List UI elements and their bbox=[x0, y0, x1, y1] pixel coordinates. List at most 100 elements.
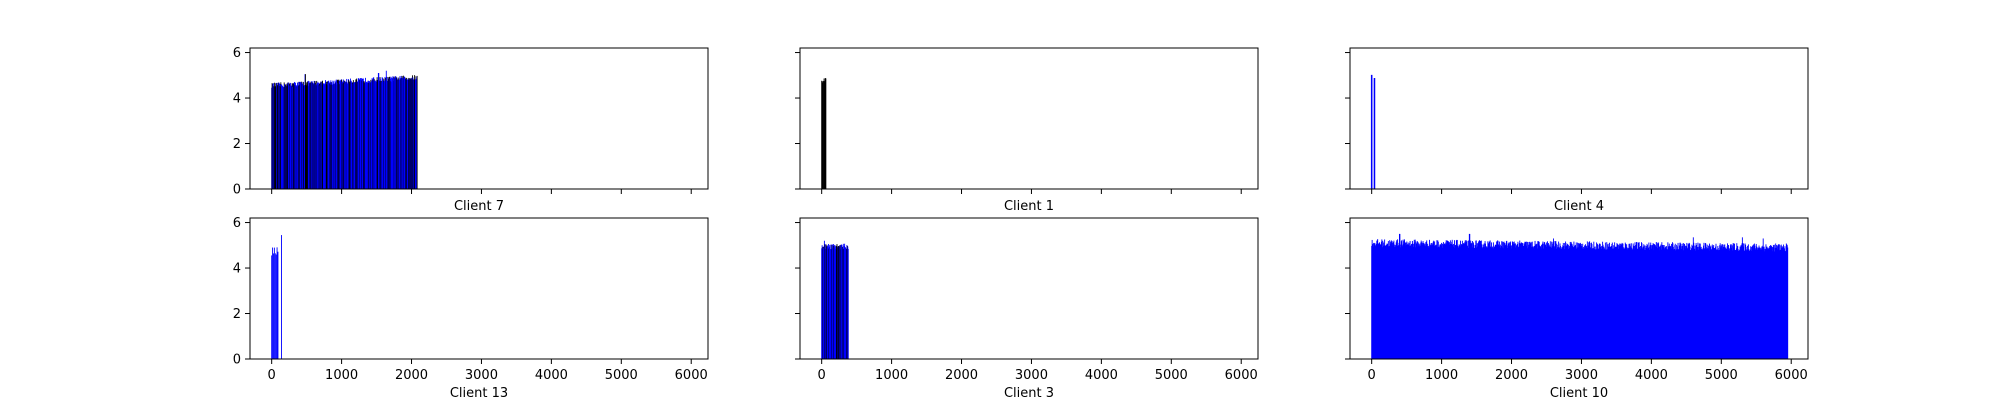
bar bbox=[1424, 244, 1426, 359]
bar bbox=[1646, 243, 1648, 359]
bar bbox=[1609, 246, 1611, 359]
bar bbox=[1696, 244, 1697, 359]
bar bbox=[1379, 243, 1381, 359]
bar bbox=[1618, 246, 1620, 359]
bar bbox=[275, 254, 277, 359]
bar bbox=[1439, 245, 1441, 359]
x-tick-label: 6000 bbox=[675, 368, 708, 383]
bar bbox=[1394, 244, 1396, 359]
x-axis-label: Client 1 bbox=[1004, 199, 1054, 214]
bar bbox=[1626, 249, 1628, 359]
bar bbox=[1477, 243, 1479, 359]
bar bbox=[1592, 248, 1594, 359]
bar bbox=[823, 81, 824, 189]
bar bbox=[1582, 248, 1584, 359]
bar bbox=[1418, 246, 1420, 359]
bar bbox=[1717, 245, 1719, 359]
bar bbox=[1721, 247, 1722, 359]
bar bbox=[1444, 243, 1446, 359]
bar bbox=[1626, 244, 1628, 359]
bar bbox=[1622, 247, 1624, 359]
bar bbox=[1435, 244, 1437, 359]
bar bbox=[1538, 241, 1540, 359]
bar bbox=[1401, 240, 1403, 359]
bar bbox=[1762, 245, 1764, 359]
bar bbox=[1529, 244, 1531, 359]
bar bbox=[1465, 240, 1467, 359]
bar bbox=[1512, 242, 1514, 359]
bar bbox=[1525, 241, 1527, 359]
bar bbox=[1750, 246, 1752, 359]
bar bbox=[1509, 246, 1511, 359]
bar bbox=[1748, 249, 1750, 359]
bar bbox=[1564, 243, 1566, 359]
bar bbox=[1775, 247, 1777, 359]
y-tick-label: 0 bbox=[233, 353, 241, 368]
bar bbox=[1514, 243, 1516, 359]
bar bbox=[1461, 244, 1463, 359]
bar bbox=[1743, 250, 1745, 359]
bar bbox=[1647, 247, 1649, 359]
bar bbox=[1486, 247, 1488, 359]
bar bbox=[1766, 247, 1768, 359]
bar bbox=[1617, 248, 1619, 359]
bar bbox=[1755, 249, 1757, 359]
bar bbox=[1739, 246, 1741, 359]
bar bbox=[1464, 240, 1466, 359]
bar bbox=[1496, 241, 1498, 359]
bar bbox=[824, 81, 826, 189]
bar bbox=[1499, 245, 1501, 359]
bar bbox=[1409, 242, 1411, 359]
bar bbox=[1608, 246, 1610, 359]
bar bbox=[1528, 246, 1530, 359]
bar bbox=[1552, 246, 1554, 359]
bar bbox=[1616, 243, 1618, 359]
bar bbox=[1669, 246, 1671, 359]
bar bbox=[1373, 242, 1375, 359]
bar bbox=[1644, 249, 1646, 359]
bar bbox=[1757, 249, 1759, 359]
bar bbox=[1780, 245, 1782, 359]
bar bbox=[1660, 244, 1662, 359]
bar bbox=[1740, 245, 1742, 359]
bar bbox=[1593, 241, 1595, 359]
bar bbox=[1602, 244, 1604, 359]
bar bbox=[1432, 245, 1434, 359]
bar bbox=[1401, 244, 1403, 359]
y-tick-label: 6 bbox=[233, 46, 241, 61]
bar bbox=[1678, 245, 1680, 359]
bar bbox=[1473, 247, 1475, 359]
bar bbox=[1467, 240, 1469, 359]
bar bbox=[1429, 239, 1430, 359]
bar bbox=[1739, 249, 1741, 359]
bar bbox=[1537, 241, 1539, 359]
bar bbox=[1749, 249, 1751, 359]
bar bbox=[1377, 239, 1379, 359]
bar bbox=[1488, 241, 1490, 359]
bar bbox=[1420, 240, 1422, 359]
bar bbox=[1693, 245, 1695, 359]
bar bbox=[1463, 242, 1465, 359]
bar bbox=[1642, 247, 1644, 359]
bar bbox=[1726, 246, 1728, 359]
bar bbox=[1694, 248, 1696, 359]
bar bbox=[1482, 247, 1484, 359]
bar bbox=[1641, 243, 1643, 359]
bar bbox=[1541, 246, 1543, 359]
bar bbox=[1784, 251, 1785, 359]
bar bbox=[1558, 247, 1560, 359]
bar bbox=[1505, 244, 1507, 359]
bar bbox=[1566, 243, 1568, 359]
bar bbox=[1697, 249, 1698, 359]
bar bbox=[1682, 250, 1684, 359]
bar bbox=[1411, 244, 1413, 359]
x-tick-label: 1000 bbox=[875, 368, 908, 383]
bar bbox=[1575, 242, 1577, 359]
bar bbox=[1610, 246, 1612, 359]
bar bbox=[1474, 245, 1476, 359]
bar bbox=[1718, 250, 1720, 359]
bar bbox=[1778, 245, 1780, 359]
bar bbox=[1548, 246, 1550, 359]
bar bbox=[1392, 242, 1394, 359]
bar bbox=[1605, 249, 1607, 359]
